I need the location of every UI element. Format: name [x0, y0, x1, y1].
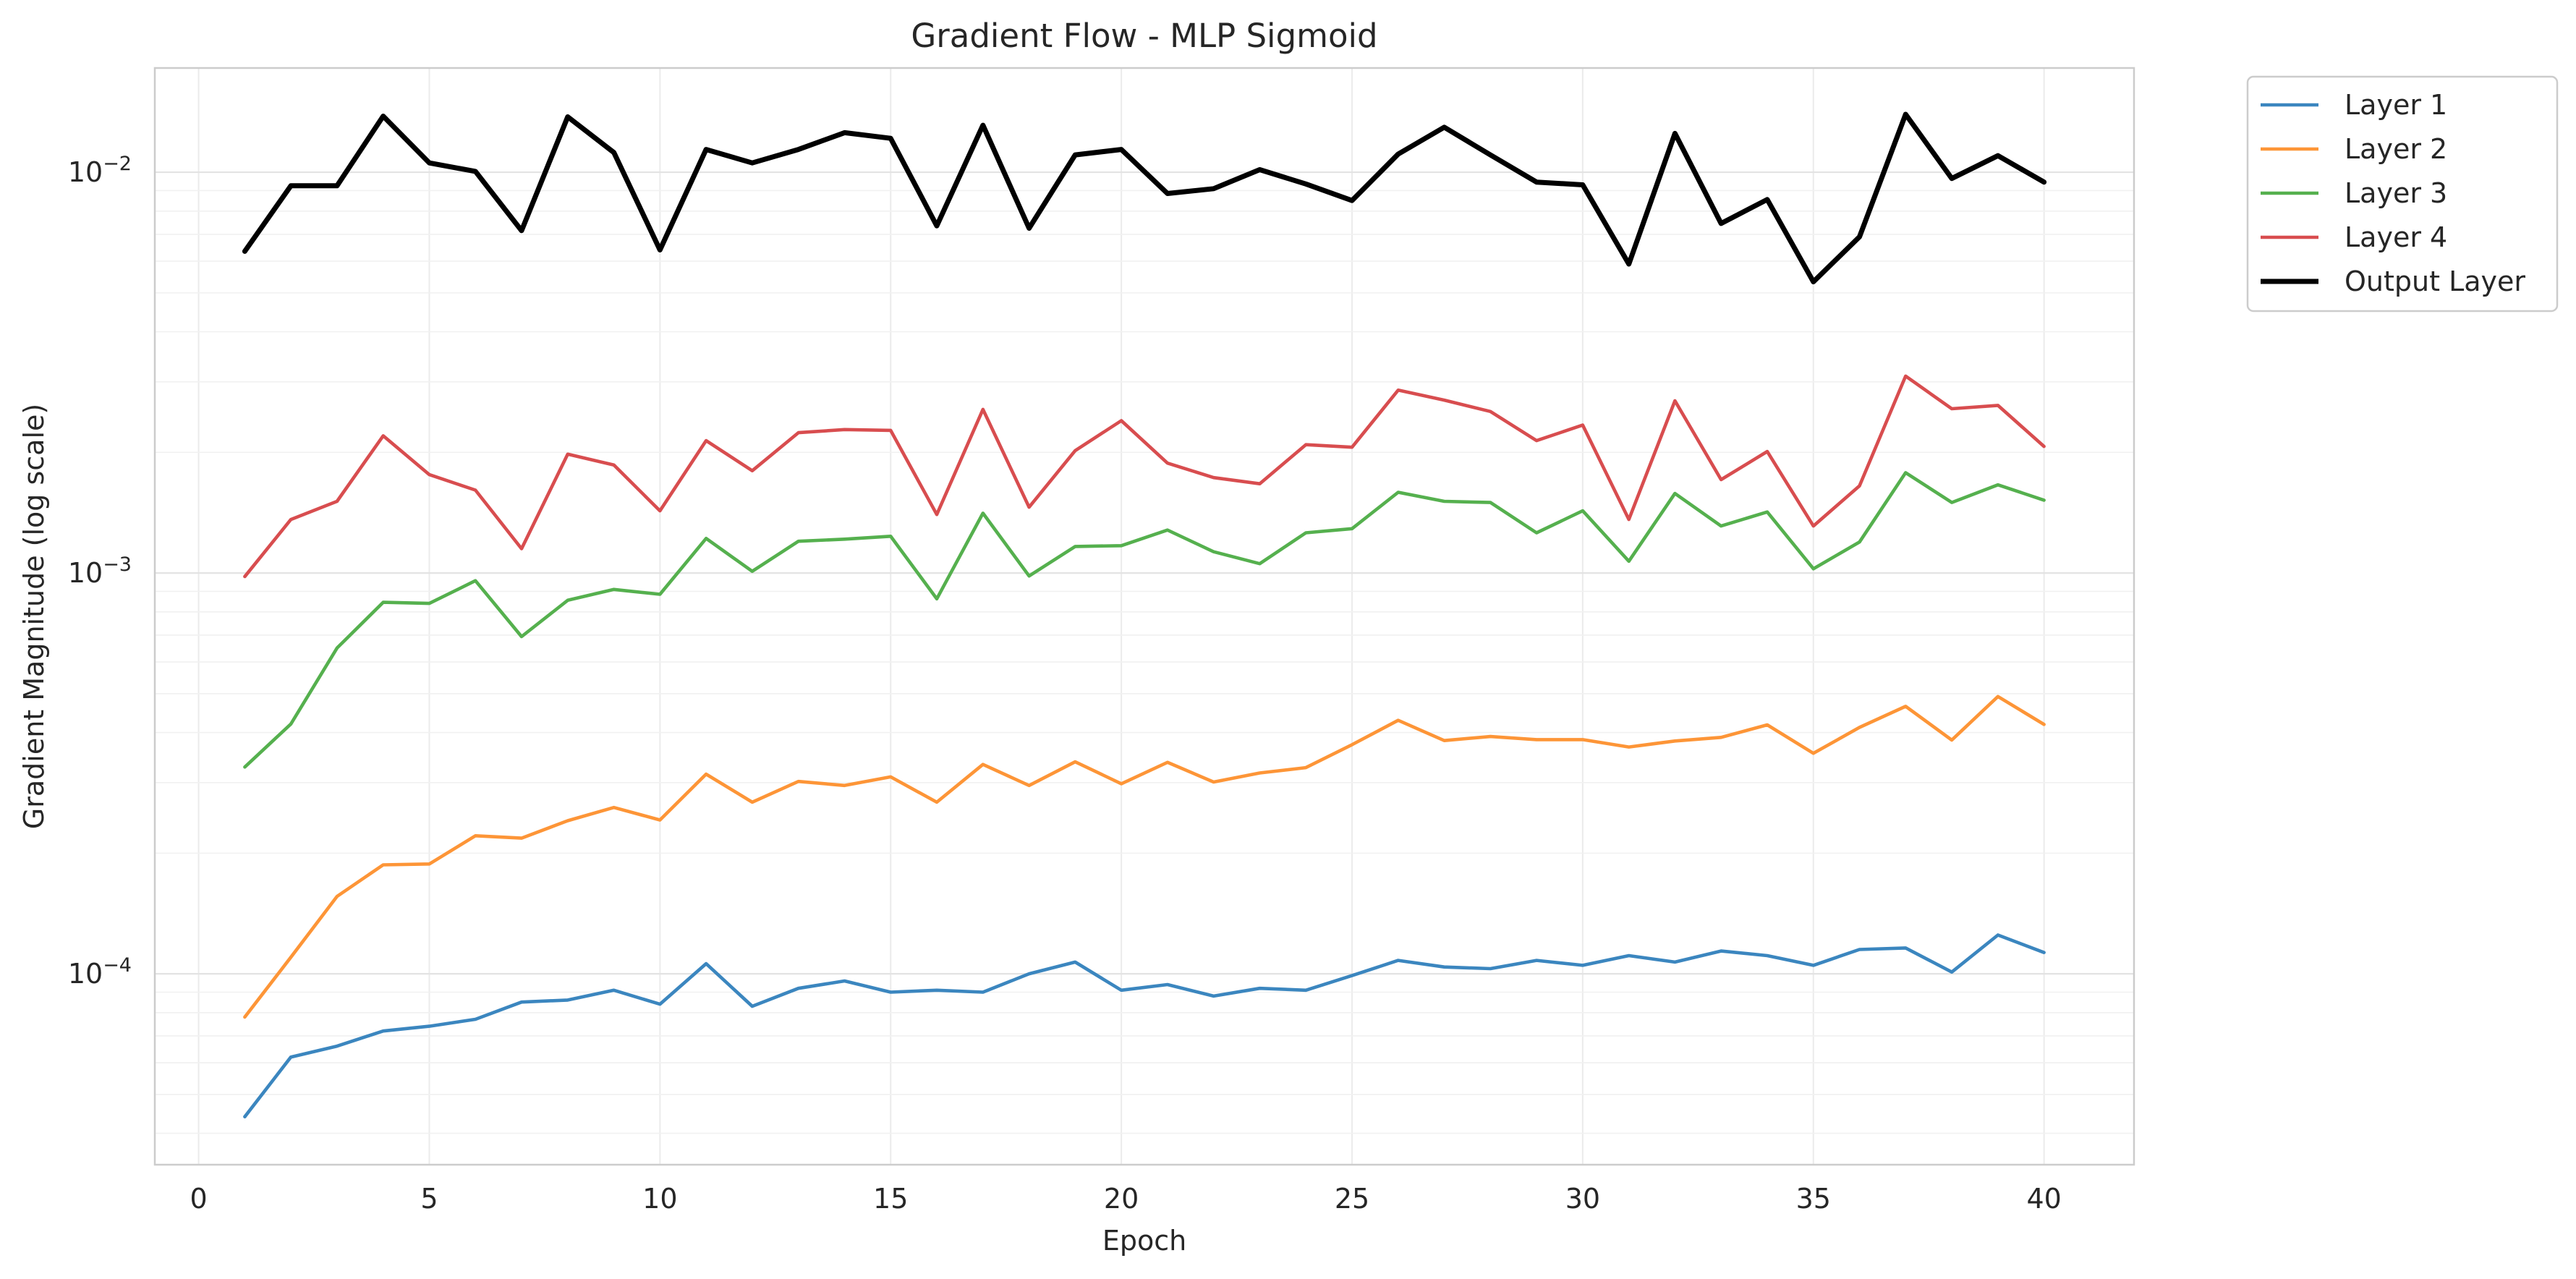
plot-frame — [153, 67, 2135, 1166]
chart-title: Gradient Flow - MLP Sigmoid — [911, 17, 1377, 55]
x-tick-label: 40 — [2026, 1183, 2061, 1215]
y-tick-label-exponent: −4 — [103, 954, 132, 977]
y-tick-labels: 10−410−310−2 — [68, 153, 132, 990]
x-tick-label: 10 — [642, 1183, 677, 1215]
y-tick-label: 10−2 — [68, 153, 132, 188]
x-tick-label: 20 — [1104, 1183, 1139, 1215]
legend-label: Layer 2 — [2345, 133, 2447, 165]
x-tick-label: 5 — [420, 1183, 438, 1215]
legend-label: Output Layer — [2345, 265, 2525, 297]
y-tick-label-exponent: −3 — [103, 553, 132, 576]
x-tick-label: 15 — [873, 1183, 908, 1215]
legend-label: Layer 4 — [2345, 221, 2447, 253]
series-line-layer-4 — [243, 374, 2046, 579]
legend-box — [2246, 75, 2559, 313]
plot-area — [155, 68, 2134, 1165]
series-line-output-layer — [242, 111, 2047, 284]
series-line-layer-2 — [243, 694, 2046, 1019]
x-tick-label: 35 — [1796, 1183, 1831, 1215]
x-tick-labels: 0 5 10 15 20 25 30 35 40 — [190, 1183, 2061, 1215]
y-tick-label: 10−4 — [68, 954, 132, 990]
y-tick-label-exponent: −2 — [103, 153, 132, 175]
x-tick-label: 25 — [1335, 1183, 1369, 1215]
legend-label: Layer 1 — [2345, 89, 2447, 121]
series-line-layer-1 — [243, 933, 2046, 1118]
y-axis-label: Gradient Magnitude (log scale) — [18, 404, 50, 829]
x-tick-label: 30 — [1565, 1183, 1600, 1215]
x-tick-label: 0 — [190, 1183, 207, 1215]
y-tick-label-base: 10 — [68, 557, 103, 589]
y-tick-label: 10−3 — [68, 553, 132, 589]
series-line-layer-3 — [243, 471, 2046, 769]
y-tick-label-base: 10 — [68, 958, 103, 990]
legend: Layer 1 Layer 2 Layer 3 Layer 4 Output Layer — [2246, 75, 2559, 313]
legend-label: Layer 3 — [2345, 177, 2447, 209]
y-tick-label-base: 10 — [68, 156, 103, 188]
x-axis-label: Epoch — [1102, 1225, 1186, 1257]
series-group — [242, 111, 2047, 1118]
